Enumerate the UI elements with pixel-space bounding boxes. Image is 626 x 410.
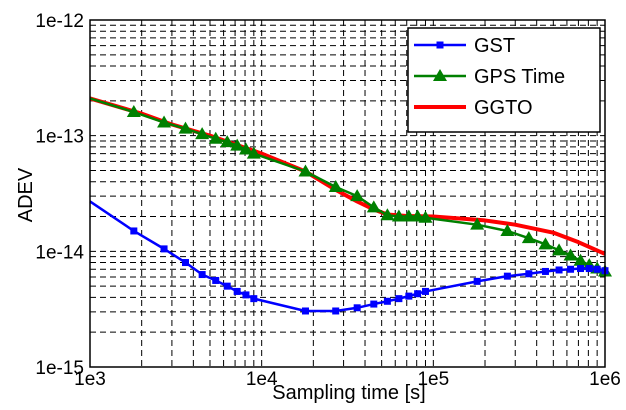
data-point-gps-time xyxy=(126,105,141,118)
data-point-gst xyxy=(395,295,403,303)
data-point-gst xyxy=(370,300,378,308)
data-point-gst xyxy=(353,304,361,312)
y-tick-label: 1e-14 xyxy=(35,242,84,263)
data-point-gst xyxy=(593,265,601,273)
x-tick-label: 1e5 xyxy=(417,369,449,390)
y-tick-label: 1e-12 xyxy=(35,11,84,32)
data-point-gst xyxy=(198,271,206,279)
legend-marker-gps-time xyxy=(433,69,447,81)
data-point-gps-time xyxy=(246,146,261,159)
data-point-gps-time xyxy=(563,248,578,261)
data-point-gst xyxy=(555,266,563,274)
y-tick-label: 1e-15 xyxy=(35,358,84,379)
data-point-gps-time xyxy=(380,208,395,221)
data-point-gps-time xyxy=(328,179,343,192)
data-point-gps-time xyxy=(298,164,313,177)
series-layer xyxy=(89,96,612,315)
data-point-gps-time xyxy=(470,217,485,230)
data-point-gps-time xyxy=(178,121,193,134)
data-point-gst xyxy=(130,227,138,235)
data-point-gst xyxy=(567,265,575,273)
plot-frame xyxy=(89,19,606,368)
y-axis-label: ADEV xyxy=(15,167,37,222)
data-point-gps-time xyxy=(552,243,567,256)
data-point-gst xyxy=(577,265,585,273)
data-point-gst xyxy=(181,259,189,267)
x-axis-label: Sampling time [s] xyxy=(272,382,425,404)
y-tick-label: 1e-13 xyxy=(35,127,84,148)
data-point-gst xyxy=(383,297,391,305)
x-tick-label: 1e3 xyxy=(74,369,106,390)
data-point-gst xyxy=(525,270,533,278)
grid-layer xyxy=(90,20,605,367)
data-point-gps-time xyxy=(500,223,515,236)
legend-label-ggto: GGTO xyxy=(474,97,533,119)
data-point-gst xyxy=(414,290,422,298)
data-point-gst xyxy=(421,287,429,295)
data-point-gps-time xyxy=(220,135,235,148)
data-point-gps-time xyxy=(418,210,433,223)
data-point-gst xyxy=(160,245,168,253)
data-point-gps-time xyxy=(230,138,245,151)
data-point-gst xyxy=(541,267,549,275)
legend-marker-gst xyxy=(436,41,444,49)
data-point-gps-time xyxy=(573,253,588,266)
data-point-gps-time xyxy=(401,209,416,222)
data-point-gst xyxy=(233,287,241,295)
legend-label-gps-time: GPS Time xyxy=(474,66,565,88)
series-gps-time xyxy=(89,97,612,277)
data-point-gst xyxy=(212,276,220,284)
data-point-gps-time xyxy=(391,209,406,222)
data-point-gst xyxy=(473,277,481,285)
x-tick-label: 1e4 xyxy=(246,369,278,390)
data-point-gps-time xyxy=(238,142,253,155)
data-point-gst xyxy=(503,272,511,280)
data-point-gst xyxy=(301,307,309,315)
data-point-gst xyxy=(405,292,413,300)
data-point-gps-time xyxy=(195,127,210,140)
data-point-gps-time xyxy=(350,189,365,202)
x-tick-label: 1e6 xyxy=(589,369,621,390)
data-point-gps-time xyxy=(157,115,172,128)
data-point-gst xyxy=(250,295,258,303)
data-point-gst xyxy=(223,282,231,290)
tick-labels: 1e3 1e4 1e5 1e6 1e-15 1e-14 1e-13 1e-12 xyxy=(35,11,620,390)
data-point-gst xyxy=(242,291,250,299)
data-point-gst xyxy=(332,307,340,315)
legend: GST GPS Time GGTO xyxy=(407,27,601,133)
data-point-gps-time xyxy=(538,237,553,250)
legend-label-gst: GST xyxy=(474,35,515,57)
data-point-gps-time xyxy=(208,131,223,144)
data-point-gps-time xyxy=(521,231,536,244)
data-point-gps-time xyxy=(366,200,381,213)
data-point-gst xyxy=(585,265,593,273)
